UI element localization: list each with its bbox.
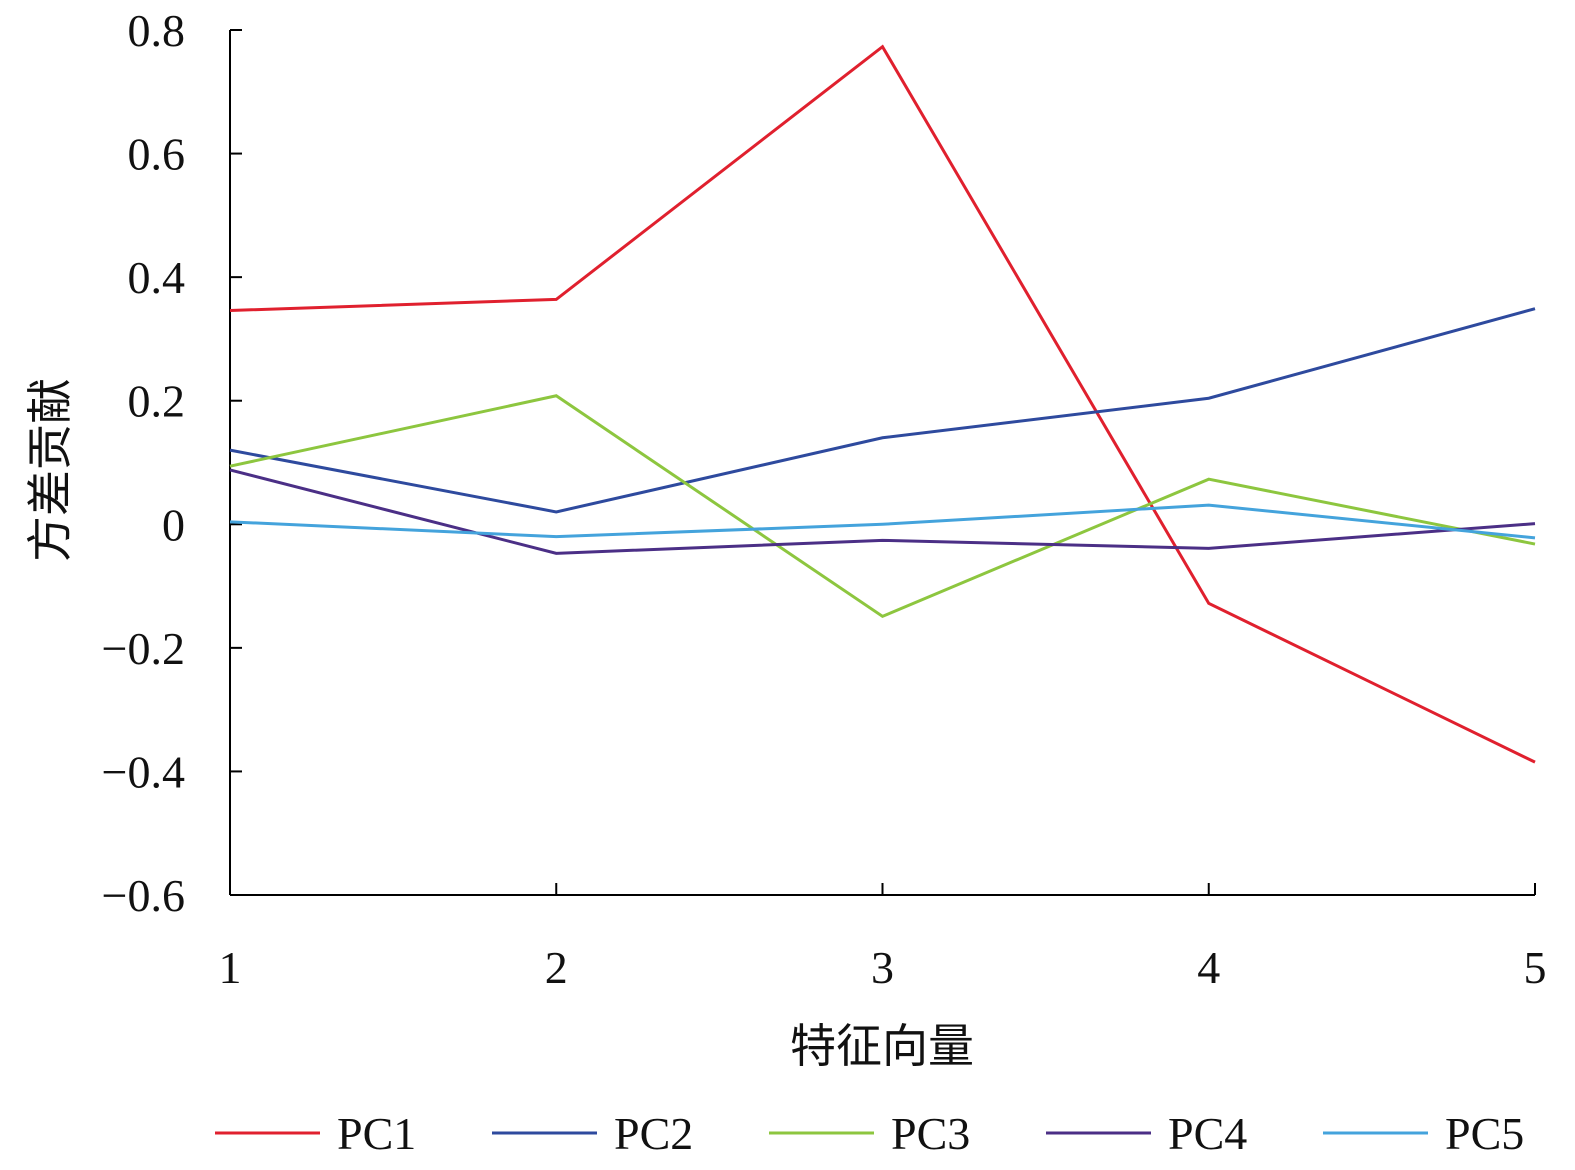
- y-axis-title: 方差贡献: [23, 378, 77, 562]
- y-tick-label: 0: [162, 499, 185, 550]
- legend-label-pc5: PC5: [1445, 1108, 1524, 1159]
- y-tick-label: 0.6: [128, 129, 186, 180]
- y-tick-label: −0.2: [102, 623, 185, 674]
- series-line-pc4: [229, 468, 1536, 555]
- y-tick-label: −0.6: [102, 870, 185, 921]
- x-tick-label: 4: [1197, 942, 1220, 993]
- y-tick-label: 0.4: [128, 252, 186, 303]
- legend-label-pc4: PC4: [1168, 1108, 1247, 1159]
- y-ticks: −0.6 −0.4 −0.2 0 0.2 0.4 0.6 0.8: [102, 5, 242, 921]
- y-tick-label: 0.2: [128, 376, 186, 427]
- legend-label-pc1: PC1: [337, 1108, 416, 1159]
- series-line-pc2: [229, 307, 1536, 514]
- x-tick-label: 5: [1524, 942, 1547, 993]
- series-lines: [229, 44, 1536, 764]
- series-line-pc1: [229, 44, 1536, 764]
- series-line-pc3: [229, 394, 1536, 619]
- axes: −0.6 −0.4 −0.2 0 0.2 0.4 0.6 0.8 1 2 3 4 5: [102, 5, 1547, 993]
- x-ticks: 1 2 3 4 5: [219, 883, 1547, 993]
- legend-label-pc2: PC2: [614, 1108, 693, 1159]
- y-tick-label: −0.4: [102, 746, 185, 797]
- series-line-pc5: [229, 503, 1536, 540]
- legend: PC1 PC2 PC3 PC4 PC5: [215, 1108, 1524, 1159]
- legend-label-pc3: PC3: [891, 1108, 970, 1159]
- x-tick-label: 3: [871, 942, 894, 993]
- x-tick-label: 1: [219, 942, 242, 993]
- y-tick-label: 0.8: [128, 5, 186, 56]
- x-axis-title: 特征向量: [790, 1019, 974, 1073]
- x-tick-label: 2: [545, 942, 568, 993]
